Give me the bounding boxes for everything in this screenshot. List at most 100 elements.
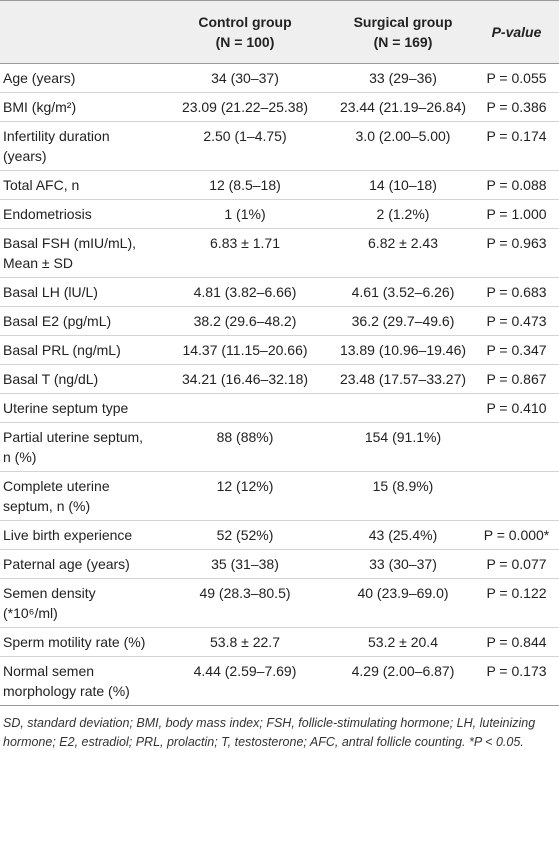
- cell: 6.83 ± 1.71: [158, 228, 332, 278]
- cell: 154 (91.1%): [332, 422, 474, 472]
- cell: 12 (8.5–18): [158, 170, 332, 200]
- cell: 53.8 ± 22.7: [158, 627, 332, 657]
- cell: P = 0.473: [474, 306, 559, 336]
- cell: 12 (12%): [158, 471, 332, 521]
- cell: 40 (23.9–69.0): [332, 578, 474, 628]
- cell: 53.2 ± 20.4: [332, 627, 474, 657]
- cell: 23.09 (21.22–25.38): [158, 92, 332, 122]
- table-row: Uterine septum type P = 0.410: [0, 393, 559, 423]
- cell: [158, 393, 332, 423]
- cell: 1 (1%): [158, 199, 332, 229]
- cell: P = 0.963: [474, 228, 559, 278]
- header-cell: [0, 0, 158, 64]
- cell: 52 (52%): [158, 520, 332, 550]
- cell: 34.21 (16.46–32.18): [158, 364, 332, 394]
- cell: 13.89 (10.96–19.46): [332, 335, 474, 365]
- cell: 2 (1.2%): [332, 199, 474, 229]
- row-label: Basal FSH (mIU/mL), Mean ± SD: [0, 228, 158, 278]
- row-label: Semen density (*10⁶/ml): [0, 578, 158, 628]
- table-row: Basal T (ng/dL) 34.21 (16.46–32.18) 23.48 …: [0, 364, 559, 394]
- table-row: Basal FSH (mIU/mL), Mean ± SD 6.83 ± 1.71…: [0, 228, 559, 278]
- cell: P = 0.174: [474, 121, 559, 171]
- cell: P = 0.055: [474, 63, 559, 93]
- table-row: BMI (kg/m²) 23.09 (21.22–25.38) 23.44 (21.…: [0, 92, 559, 122]
- cell: P = 0.077: [474, 549, 559, 579]
- cell: P = 1.000: [474, 199, 559, 229]
- table-row: Sperm motility rate (%) 53.8 ± 22.7 53.2 ±…: [0, 627, 559, 657]
- cell: P = 0.347: [474, 335, 559, 365]
- table-row: Basal E2 (pg/mL) 38.2 (29.6–48.2) 36.2 (29…: [0, 306, 559, 336]
- header-text: (N = 169): [373, 34, 433, 50]
- row-label: Complete uterine septum, n (%): [0, 471, 158, 521]
- cell: 34 (30–37): [158, 63, 332, 93]
- row-label: Age (years): [0, 63, 158, 93]
- cell: 14 (10–18): [332, 170, 474, 200]
- row-label: Total AFC, n: [0, 170, 158, 200]
- header-text: (N = 100): [215, 34, 275, 50]
- cell: 49 (28.3–80.5): [158, 578, 332, 628]
- cell: 4.81 (3.82–6.66): [158, 277, 332, 307]
- header-text: P-value: [491, 24, 542, 40]
- cell: [332, 393, 474, 423]
- row-label: Basal PRL (ng/mL): [0, 335, 158, 365]
- header-cell: Control group (N = 100): [158, 0, 332, 64]
- header-cell: Surgical group (N = 169): [332, 0, 474, 64]
- cell: 38.2 (29.6–48.2): [158, 306, 332, 336]
- cell: P = 0.173: [474, 656, 559, 706]
- header-text: Control group: [198, 14, 292, 30]
- cell: 23.44 (21.19–26.84): [332, 92, 474, 122]
- cell: 3.0 (2.00–5.00): [332, 121, 474, 171]
- header-row: Control group (N = 100) Surgical group (N =…: [0, 0, 559, 64]
- cell: 35 (31–38): [158, 549, 332, 579]
- table-row: Basal LH (lU/L) 4.81 (3.82–6.66) 4.61 (3.5…: [0, 277, 559, 307]
- table-row: Partial uterine septum, n (%) 88 (88%) 154…: [0, 422, 559, 472]
- row-label: Paternal age (years): [0, 549, 158, 579]
- cell: P = 0.844: [474, 627, 559, 657]
- cell: 2.50 (1–4.75): [158, 121, 332, 171]
- table-row: Paternal age (years) 35 (31–38) 33 (30–37)…: [0, 549, 559, 579]
- cell: P = 0.088: [474, 170, 559, 200]
- table-row: Live birth experience 52 (52%) 43 (25.4%) P…: [0, 520, 559, 550]
- row-label: Basal LH (lU/L): [0, 277, 158, 307]
- row-label: Basal T (ng/dL): [0, 364, 158, 394]
- cell: P = 0.122: [474, 578, 559, 628]
- header-text: Surgical group: [353, 14, 453, 30]
- footnote: SD, standard deviation; BMI, body mass i…: [3, 716, 536, 749]
- table-row: Complete uterine septum, n (%) 12 (12%) 15…: [0, 471, 559, 521]
- cell: 15 (8.9%): [332, 471, 474, 521]
- cell: 33 (29–36): [332, 63, 474, 93]
- row-label: Partial uterine septum, n (%): [0, 422, 158, 472]
- cell: [474, 422, 559, 472]
- table-row: Semen density (*10⁶/ml) 49 (28.3–80.5) 40 …: [0, 578, 559, 628]
- row-label: Live birth experience: [0, 520, 158, 550]
- cell: 23.48 (17.57–33.27): [332, 364, 474, 394]
- cell: 4.29 (2.00–6.87): [332, 656, 474, 706]
- row-label: Basal E2 (pg/mL): [0, 306, 158, 336]
- row-label: BMI (kg/m²): [0, 92, 158, 122]
- data-table: Control group (N = 100) Surgical group (N =…: [0, 0, 559, 706]
- table-row: Endometriosis 1 (1%) 2 (1.2%) P = 1.000: [0, 199, 559, 229]
- cell: P = 0.386: [474, 92, 559, 122]
- cell: P = 0.683: [474, 277, 559, 307]
- cell: 4.44 (2.59–7.69): [158, 656, 332, 706]
- cell: 36.2 (29.7–49.6): [332, 306, 474, 336]
- table-row: Normal semen morphology rate (%) 4.44 (2.…: [0, 656, 559, 706]
- cell: 14.37 (11.15–20.66): [158, 335, 332, 365]
- cell: 33 (30–37): [332, 549, 474, 579]
- cell: P = 0.867: [474, 364, 559, 394]
- cell: 88 (88%): [158, 422, 332, 472]
- table-row: Infertility duration (years) 2.50 (1–4.75…: [0, 121, 559, 171]
- header-cell: P-value: [474, 0, 559, 64]
- table-body: Age (years) 34 (30–37) 33 (29–36) P = 0.055…: [0, 63, 559, 706]
- table-row: Basal PRL (ng/mL) 14.37 (11.15–20.66) 13.8…: [0, 335, 559, 365]
- cell: 4.61 (3.52–6.26): [332, 277, 474, 307]
- row-label: Normal semen morphology rate (%): [0, 656, 158, 706]
- row-label: Sperm motility rate (%): [0, 627, 158, 657]
- cell: P = 0.000*: [474, 520, 559, 550]
- cell: 6.82 ± 2.43: [332, 228, 474, 278]
- cell: 43 (25.4%): [332, 520, 474, 550]
- row-label: Endometriosis: [0, 199, 158, 229]
- table-row: Total AFC, n 12 (8.5–18) 14 (10–18) P = 0.0…: [0, 170, 559, 200]
- cell: [474, 471, 559, 521]
